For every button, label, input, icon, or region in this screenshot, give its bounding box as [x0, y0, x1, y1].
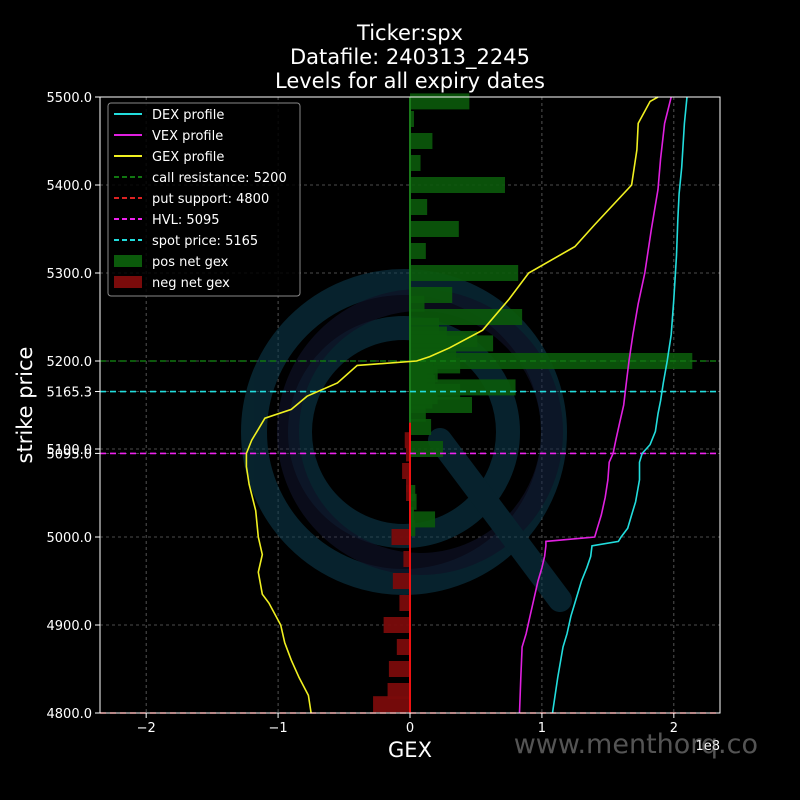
- pos-gex-bar: [410, 441, 443, 457]
- chart-title-line-2: Datafile: 240313_2245: [290, 45, 530, 70]
- y-tick-label: 4900.0: [47, 619, 93, 634]
- pos-gex-bar: [410, 243, 426, 259]
- chart-title-line-3: Levels for all expiry dates: [275, 69, 545, 93]
- legend-label: VEX profile: [152, 129, 223, 144]
- pos-gex-bar: [410, 485, 416, 501]
- legend-label: HVL: 5095: [152, 213, 220, 228]
- pos-gex-bar: [410, 133, 433, 149]
- pos-gex-bar: [410, 265, 519, 281]
- x-tick-label: 1: [538, 721, 546, 736]
- pos-gex-bar: [410, 177, 505, 193]
- y-tick-label: 5500.0: [47, 91, 93, 106]
- neg-gex-bar: [388, 661, 410, 677]
- legend-label: DEX profile: [152, 108, 224, 123]
- x-axis-label: GEX: [388, 738, 432, 762]
- neg-gex-bar: [406, 445, 410, 462]
- pos-gex-bar: [410, 199, 428, 215]
- watermark-text: www.menthorq.co: [514, 729, 758, 760]
- y-tick-label: 5100.0: [47, 443, 93, 458]
- x-axis-ticks: −2 −1 0 1 2: [137, 713, 678, 736]
- neg-gex-bar: [403, 551, 410, 567]
- legend-label: neg net gex: [152, 276, 230, 291]
- pos-gex-bar: [410, 93, 470, 110]
- neg-gex-bar: [404, 432, 410, 449]
- neg-gex-bar: [387, 683, 410, 699]
- neg-gex-bar: [396, 639, 410, 655]
- y-axis-label: strike price: [13, 347, 37, 464]
- pos-gex-bar: [410, 221, 459, 237]
- legend-swatch: [114, 276, 142, 288]
- legend-swatch: [114, 255, 142, 267]
- dex-profile-line: [551, 96, 688, 714]
- neg-gex-bar: [406, 476, 410, 493]
- pos-gex-bar: [410, 295, 425, 312]
- vex-profile-line: [518, 96, 672, 714]
- neg-gex-bar: [383, 617, 410, 633]
- neg-gex-bar: [399, 595, 410, 611]
- neg-gex-bar: [402, 463, 410, 479]
- neg-gex-bar: [392, 573, 410, 589]
- y-tick-label: 5095.0: [47, 447, 93, 462]
- neg-gex-bar: [373, 696, 410, 713]
- x-tick-label: 0: [406, 721, 414, 736]
- pos-gex-bar: [410, 511, 436, 528]
- x-scale-label: 1e8: [695, 739, 720, 754]
- y-tick-label: 5200.0: [47, 355, 93, 370]
- legend-box: [107, 102, 301, 297]
- pos-gex-bar: [410, 111, 414, 127]
- y-tick-label: 5000.0: [47, 531, 93, 546]
- pos-gex-bar: [410, 419, 432, 435]
- legend-label: GEX profile: [152, 150, 224, 165]
- neg-gex-bar: [406, 485, 410, 501]
- gex-bars: [373, 93, 693, 713]
- neg-gex-bar: [391, 529, 410, 545]
- chart-title-line-1: Ticker:spx: [356, 21, 463, 45]
- x-tick-label: −2: [137, 721, 156, 736]
- y-tick-label: 5165.3: [47, 386, 93, 401]
- legend-label: put support: 4800: [152, 192, 269, 207]
- x-tick-label: 2: [670, 721, 678, 736]
- y-tick-label: 5400.0: [47, 179, 93, 194]
- y-tick-label: 4800.0: [47, 707, 93, 722]
- pos-gex-bar: [410, 520, 416, 537]
- legend-label: spot price: 5165: [152, 234, 258, 249]
- gex-profile-line: [245, 96, 659, 714]
- pos-gex-bar: [410, 493, 417, 510]
- pos-gex-bar: [410, 405, 426, 422]
- x-tick-label: −1: [268, 721, 287, 736]
- pos-gex-bar: [410, 155, 421, 171]
- y-tick-label: 5300.0: [47, 267, 93, 282]
- profile-lines: [245, 96, 688, 714]
- legend: DEX profile VEX profile GEX profile call re…: [107, 102, 301, 297]
- legend-label: call resistance: 5200: [152, 171, 287, 186]
- legend-label: pos net gex: [152, 255, 229, 270]
